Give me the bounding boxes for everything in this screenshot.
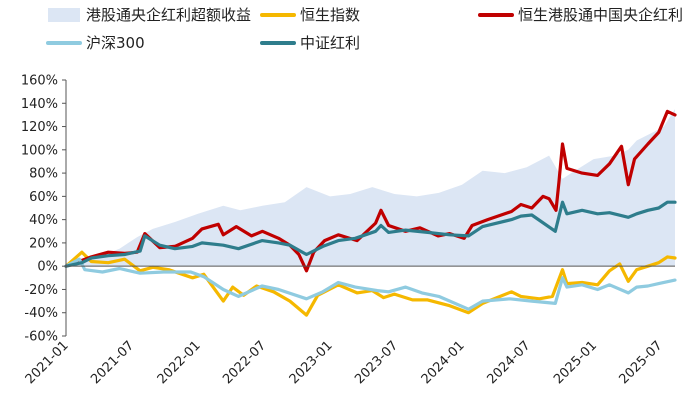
y-tick-label: 140% [21,97,58,112]
y-tick-label: 20% [29,236,58,251]
y-tick-label: 100% [21,143,58,158]
x-tick-label: 2021-07 [88,338,137,387]
y-tick-label: -40% [24,306,58,321]
y-tick-label: 40% [29,213,58,228]
x-tick-label: 2022-07 [220,338,269,387]
legend-label: 恒生港股通中国央企红利 [518,6,683,24]
x-tick-label: 2021-01 [23,338,72,387]
y-tick-label: -60% [24,330,58,345]
legend-item-0: 港股通央企红利超额收益 [48,6,251,24]
x-tick-label: 2025-01 [551,338,600,387]
legend-item-1: 恒生指数 [260,6,360,24]
legend-item-4: 中证红利 [260,34,360,52]
x-tick-label: 2024-07 [485,338,534,387]
x-tick-label: 2024-01 [419,338,468,387]
series-layer [64,109,677,317]
y-tick-label: 60% [29,190,58,205]
legend-label: 沪深300 [86,34,145,52]
legend-swatch [48,8,80,22]
y-tick-label: 0% [37,260,58,275]
series-line-2 [64,109,677,273]
y-tick-label: 80% [29,167,58,182]
y-tick-label: 160% [21,74,58,89]
y-tick-label: -20% [24,283,58,298]
x-tick-label: 2022-01 [155,338,204,387]
legend-label: 中证红利 [300,34,360,52]
series-line-4 [64,200,677,268]
legend-item-2: 恒生港股通中国央企红利 [478,6,683,24]
legend-item-3: 沪深300 [46,34,145,52]
x-tick-label: 2025-07 [617,338,666,387]
legend-label: 港股通央企红利超额收益 [86,6,251,24]
legend-label: 恒生指数 [300,6,360,24]
y-tick-label: 120% [21,120,58,135]
series-line-3 [64,257,677,311]
x-tick-label: 2023-01 [287,338,336,387]
x-tick-label: 2023-07 [352,338,401,387]
